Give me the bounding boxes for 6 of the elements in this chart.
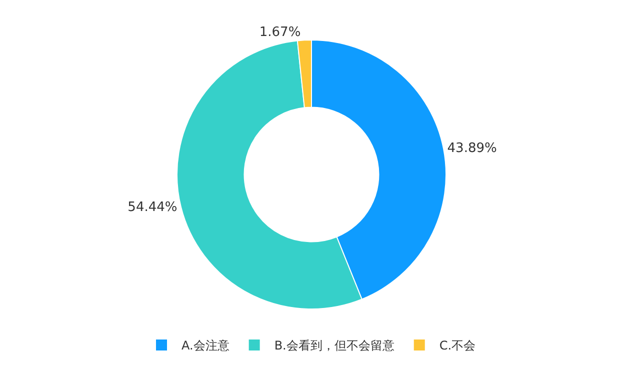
data-label: 43.89% bbox=[447, 141, 497, 156]
legend-label: B.会看到，但不会留意 bbox=[274, 338, 394, 353]
legend-label: A.会注意 bbox=[182, 338, 230, 353]
data-label: 54.44% bbox=[128, 200, 178, 215]
data-label: 1.67% bbox=[259, 25, 301, 40]
legend-label: C.不会 bbox=[439, 338, 476, 353]
